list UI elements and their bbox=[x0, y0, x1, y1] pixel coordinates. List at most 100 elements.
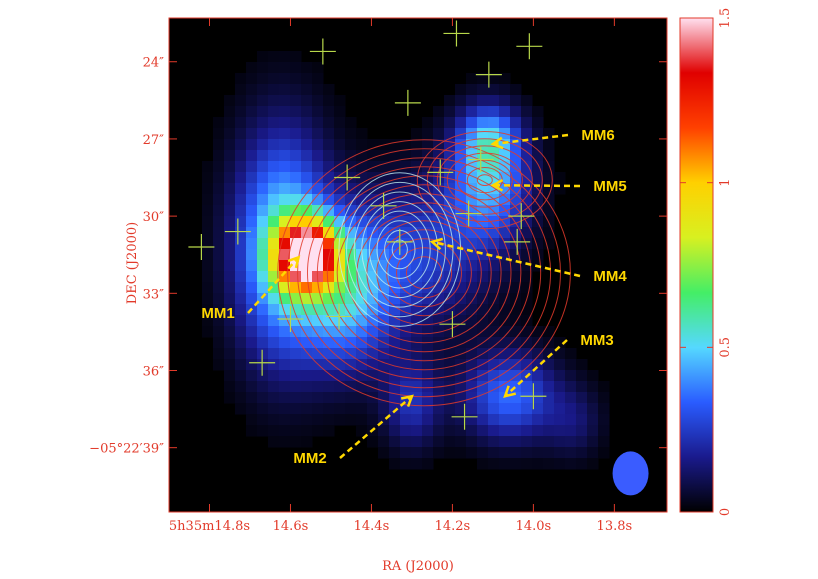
source-arrow bbox=[247, 256, 300, 314]
map-pixel bbox=[279, 370, 291, 382]
x-tick-label: 14.6s bbox=[273, 519, 309, 534]
map-pixel bbox=[257, 150, 269, 162]
map-pixel bbox=[246, 205, 258, 217]
map-pixel bbox=[477, 172, 489, 184]
map-pixel bbox=[290, 106, 302, 118]
map-pixel bbox=[587, 370, 599, 382]
map-pixel bbox=[246, 282, 258, 294]
map-pixel bbox=[477, 139, 489, 151]
map-pixel bbox=[521, 304, 533, 316]
map-pixel bbox=[378, 392, 390, 404]
map-pixel bbox=[389, 139, 401, 151]
map-pixel bbox=[521, 337, 533, 349]
map-pixel bbox=[488, 447, 500, 459]
map-pixel bbox=[510, 370, 522, 382]
cross-marker bbox=[309, 38, 336, 65]
map-pixel bbox=[521, 271, 533, 283]
map-pixel bbox=[565, 381, 577, 393]
map-pixel bbox=[499, 326, 511, 338]
map-pixel bbox=[213, 172, 225, 184]
map-pixel bbox=[213, 227, 225, 239]
map-pixel bbox=[488, 315, 500, 327]
map-pixel bbox=[510, 95, 522, 107]
map-pixel bbox=[565, 447, 577, 459]
map-pixel bbox=[345, 359, 357, 371]
cyan-contour bbox=[346, 181, 454, 318]
map-pixel bbox=[367, 348, 379, 360]
map-pixel bbox=[389, 161, 401, 173]
map-pixel bbox=[235, 161, 247, 173]
map-pixel bbox=[334, 95, 346, 107]
map-pixel bbox=[576, 447, 588, 459]
map-pixel bbox=[411, 216, 423, 228]
map-pixel bbox=[356, 172, 368, 184]
map-pixel bbox=[312, 326, 324, 338]
map-pixel bbox=[598, 436, 610, 448]
map-pixel bbox=[378, 227, 390, 239]
map-pixel bbox=[268, 414, 280, 426]
map-pixel bbox=[334, 271, 346, 283]
map-pixel bbox=[323, 392, 335, 404]
map-pixel bbox=[510, 271, 522, 283]
map-pixel bbox=[356, 403, 368, 415]
map-pixel bbox=[510, 414, 522, 426]
map-pixel bbox=[213, 359, 225, 371]
map-pixel bbox=[213, 271, 225, 283]
map-pixel bbox=[312, 216, 324, 228]
map-pixel bbox=[499, 392, 511, 404]
map-pixel bbox=[488, 183, 500, 195]
map-pixel bbox=[378, 183, 390, 195]
map-pixel bbox=[312, 425, 324, 437]
map-pixel bbox=[411, 205, 423, 217]
map-pixel bbox=[466, 381, 478, 393]
map-pixel bbox=[488, 161, 500, 173]
map-pixel bbox=[488, 348, 500, 360]
map-pixel bbox=[279, 392, 291, 404]
map-pixel bbox=[345, 150, 357, 162]
map-pixel bbox=[477, 392, 489, 404]
map-pixel bbox=[257, 227, 269, 239]
map-pixel bbox=[378, 315, 390, 327]
map-pixel bbox=[411, 403, 423, 415]
map-pixel bbox=[477, 414, 489, 426]
map-pixel bbox=[422, 392, 434, 404]
map-pixel bbox=[345, 326, 357, 338]
x-axis-label: RA (J2000) bbox=[382, 559, 454, 574]
map-pixel bbox=[246, 337, 258, 349]
map-pixel bbox=[367, 282, 379, 294]
map-pixel bbox=[224, 359, 236, 371]
map-pixel bbox=[246, 62, 258, 74]
source-arrow bbox=[339, 395, 413, 459]
map-pixel bbox=[521, 183, 533, 195]
map-pixel bbox=[521, 161, 533, 173]
map-pixel bbox=[466, 216, 478, 228]
map-pixel bbox=[466, 194, 478, 206]
red-contour bbox=[336, 193, 512, 353]
map-pixel bbox=[532, 436, 544, 448]
map-pixel bbox=[422, 216, 434, 228]
map-pixel bbox=[510, 447, 522, 459]
map-pixel bbox=[367, 150, 379, 162]
map-pixel bbox=[224, 271, 236, 283]
map-pixel bbox=[323, 271, 335, 283]
map-pixel bbox=[532, 249, 544, 261]
map-pixel bbox=[444, 249, 456, 261]
map-pixel bbox=[477, 436, 489, 448]
map-pixel bbox=[257, 249, 269, 261]
map-pixel bbox=[466, 392, 478, 404]
map-pixel bbox=[301, 370, 313, 382]
map-pixel bbox=[257, 194, 269, 206]
map-pixel bbox=[378, 447, 390, 459]
map-pixel bbox=[499, 425, 511, 437]
map-pixel bbox=[422, 150, 434, 162]
colorbar: 0 0.5 1 1.5 bbox=[679, 8, 733, 516]
map-pixel bbox=[224, 227, 236, 239]
map-pixel bbox=[290, 95, 302, 107]
map-pixel bbox=[312, 403, 324, 415]
map-pixel bbox=[499, 381, 511, 393]
map-pixel bbox=[411, 183, 423, 195]
map-pixel bbox=[301, 293, 313, 305]
map-pixel bbox=[301, 73, 313, 85]
map-pixel bbox=[290, 403, 302, 415]
